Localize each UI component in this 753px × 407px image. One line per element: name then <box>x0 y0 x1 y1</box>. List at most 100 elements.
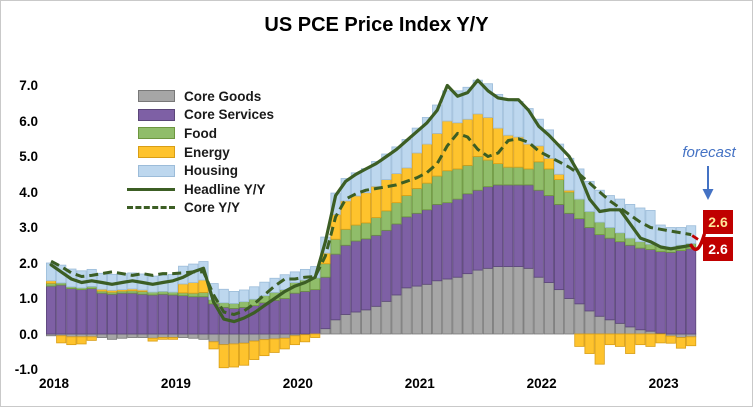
bar-segment <box>523 143 534 170</box>
bar-segment <box>279 337 290 350</box>
bar-segment <box>178 283 189 294</box>
bar-segment <box>554 289 565 335</box>
bar-segment <box>340 228 351 246</box>
bar-segment <box>635 247 646 331</box>
bar-segment <box>554 204 565 291</box>
page-title: US PCE Price Index Y/Y <box>264 14 489 36</box>
bar-segment <box>46 262 57 282</box>
bar-segment <box>269 333 280 340</box>
bar-segment <box>218 288 229 304</box>
legend-label: Food <box>184 125 217 141</box>
bar-segment <box>76 270 87 289</box>
bar-segment <box>523 184 534 269</box>
bar-segment <box>604 227 615 239</box>
bar-segment <box>401 287 412 335</box>
forecast-badge-core: 2.6 <box>703 237 733 261</box>
bar-segment <box>554 173 565 180</box>
bar-segment <box>675 337 687 349</box>
bar-segment <box>167 337 179 340</box>
bar-segment <box>584 211 595 228</box>
forecast-line-core <box>691 234 705 245</box>
bar-segment <box>198 292 209 298</box>
bar-segment <box>371 305 382 335</box>
legend-label: Core Services <box>184 107 275 123</box>
bar-segment <box>594 333 605 365</box>
bar-segment <box>574 333 585 347</box>
bar-segment <box>239 289 250 303</box>
bar-segment <box>188 296 199 335</box>
y-tick-label: -1.0 <box>14 362 38 377</box>
bar-segment <box>472 269 483 335</box>
bar-segment <box>330 319 341 335</box>
bar-segment <box>330 238 341 255</box>
bar-segment <box>86 268 97 287</box>
bar-segment <box>462 118 473 166</box>
legend-item-core-y-y: Core Y/Y <box>127 199 274 218</box>
bar-segment <box>543 129 554 159</box>
bar-segment <box>269 299 280 335</box>
bar-segment <box>167 333 179 338</box>
bar-segment <box>299 290 311 335</box>
bar-segment <box>167 294 179 335</box>
bar-segment <box>106 333 118 340</box>
bar-segment <box>350 240 361 313</box>
y-tick-label: 0.0 <box>19 326 38 342</box>
bar-segment <box>401 216 412 289</box>
legend-label: Core Y/Y <box>184 200 241 216</box>
bar-segment <box>76 333 87 338</box>
bar-segment <box>56 335 67 344</box>
bar-segment <box>523 267 534 335</box>
bar-segment <box>269 338 280 353</box>
x-tick-label: 2019 <box>160 376 191 391</box>
bar-segment <box>462 193 473 275</box>
bar-segment <box>442 278 453 335</box>
bar-segment <box>269 277 280 293</box>
bar-segment <box>584 310 595 335</box>
bar-segment <box>462 86 473 120</box>
bar-segment <box>452 122 463 170</box>
legend-swatch-icon <box>127 206 175 210</box>
bar-segment <box>371 185 382 218</box>
bar-segment <box>574 218 585 305</box>
bar-segment <box>432 175 443 205</box>
legend-label: Housing <box>184 163 238 179</box>
bar-segment <box>391 202 402 225</box>
legend-item-food: Food <box>127 124 274 143</box>
bar-segment <box>503 166 514 186</box>
bar-segment <box>391 173 402 204</box>
bar-segment <box>675 227 687 246</box>
bar-segment <box>208 333 219 343</box>
bar-segment <box>533 118 544 147</box>
bar-segment <box>340 314 351 335</box>
bar-segment <box>178 295 189 335</box>
bar-segment <box>188 333 199 339</box>
y-tick-label: 2.0 <box>19 255 38 271</box>
bar-segment <box>523 168 534 186</box>
bar-segment <box>96 333 107 338</box>
bar-segment <box>188 282 199 294</box>
bar-segment <box>401 195 412 218</box>
bar-segment <box>614 333 626 347</box>
bar-segment <box>360 222 372 240</box>
bar-segment <box>127 292 138 335</box>
bar-segment <box>371 161 382 187</box>
bar-segment <box>543 168 554 196</box>
bar-segment <box>391 146 402 174</box>
forecast-badge-headline: 2.6 <box>703 210 733 234</box>
bar-segment <box>665 227 676 248</box>
bar-segment <box>493 266 504 335</box>
bar-segment <box>289 335 300 346</box>
bar-segment <box>635 241 646 249</box>
bar-segment <box>249 333 260 342</box>
bar-segment <box>503 184 514 267</box>
bar-segment <box>289 271 300 283</box>
headline-line <box>49 78 693 324</box>
forecast-label: forecast <box>682 144 736 161</box>
x-tick-label: 2022 <box>526 376 557 391</box>
bar-segment <box>381 179 392 212</box>
bars-food <box>46 156 697 309</box>
bar-segment <box>127 333 138 338</box>
bar-segment <box>249 340 260 360</box>
x-tick-label: 2018 <box>38 376 70 391</box>
